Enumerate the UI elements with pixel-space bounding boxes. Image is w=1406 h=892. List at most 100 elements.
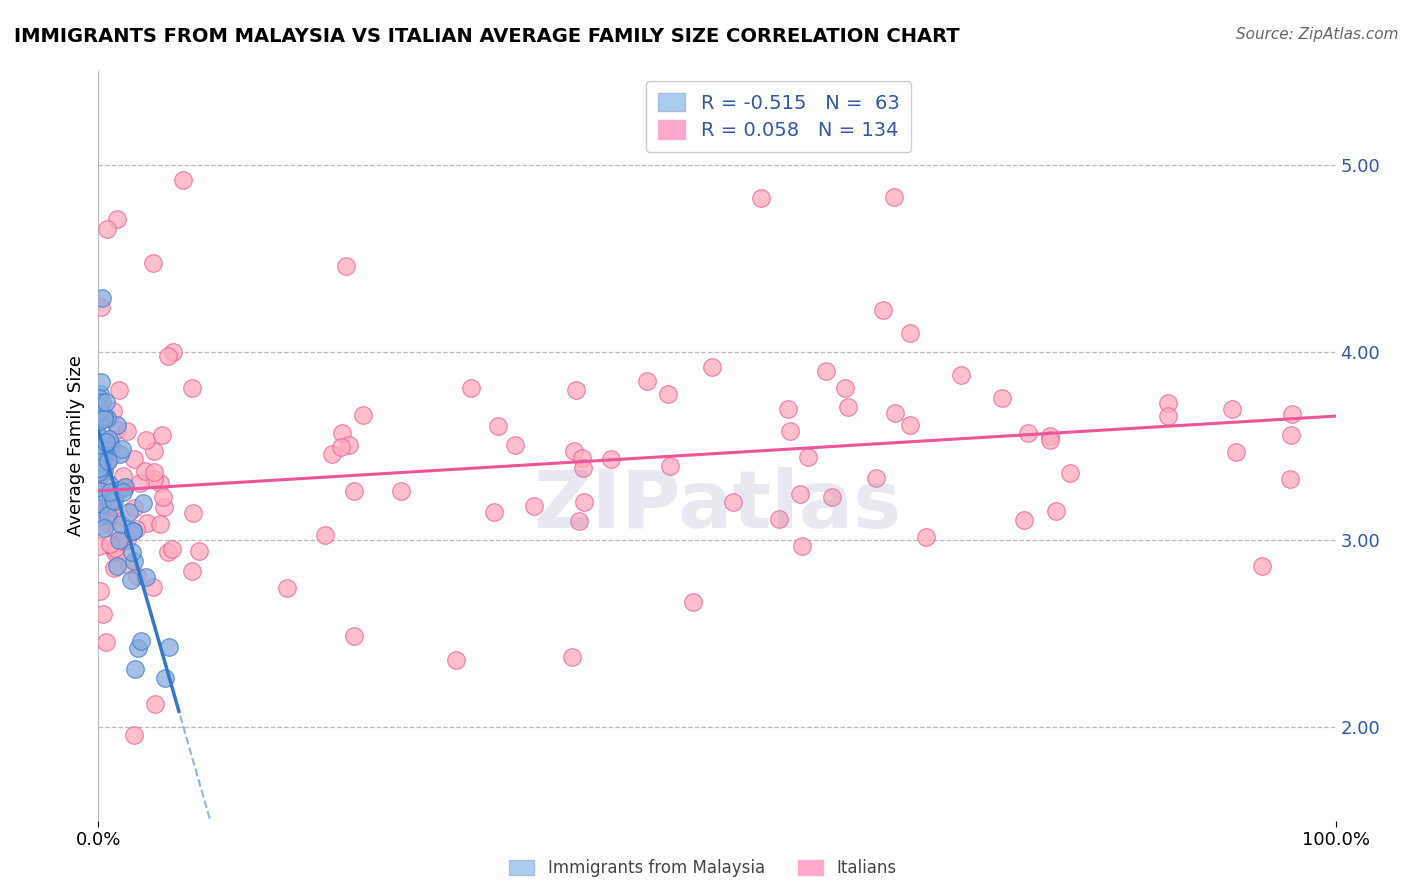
Point — [150, 427, 173, 442]
Point — [89, 456, 111, 470]
Point — [89, 415, 111, 429]
Point — [821, 490, 844, 504]
Point — [991, 392, 1014, 406]
Point — [87, 465, 110, 479]
Point — [96, 516, 118, 530]
Point — [114, 480, 136, 494]
Point — [89, 468, 111, 483]
Point — [87, 460, 110, 475]
Point — [900, 326, 922, 340]
Point — [89, 442, 111, 456]
Point — [834, 381, 856, 395]
Point — [108, 536, 131, 550]
Point — [562, 443, 585, 458]
Point — [181, 506, 204, 520]
Point — [101, 492, 124, 507]
Legend: R = -0.515   N =  63, R = 0.058   N = 134: R = -0.515 N = 63, R = 0.058 N = 134 — [647, 81, 911, 152]
Point — [121, 524, 143, 539]
Point — [107, 483, 129, 498]
Point — [1012, 513, 1035, 527]
Point — [103, 543, 125, 558]
Point — [865, 471, 887, 485]
Point — [157, 640, 180, 654]
Point — [135, 516, 157, 530]
Point — [700, 360, 723, 375]
Point — [103, 561, 125, 575]
Point — [89, 490, 111, 504]
Point — [162, 345, 184, 359]
Point — [110, 516, 132, 531]
Point — [444, 653, 467, 667]
Point — [343, 484, 366, 499]
Point — [103, 494, 125, 508]
Point — [1222, 401, 1244, 416]
Point — [600, 451, 623, 466]
Point — [96, 454, 118, 468]
Point — [128, 475, 150, 490]
Point — [149, 516, 172, 531]
Point — [90, 448, 112, 462]
Point — [790, 539, 813, 553]
Point — [389, 483, 412, 498]
Point — [91, 394, 114, 409]
Point — [124, 662, 146, 676]
Point — [111, 469, 134, 483]
Point — [797, 450, 820, 465]
Point — [98, 496, 121, 510]
Point — [103, 541, 125, 555]
Point — [87, 391, 110, 405]
Point — [90, 455, 112, 469]
Point — [789, 487, 811, 501]
Point — [112, 480, 135, 494]
Point — [93, 464, 115, 478]
Point — [657, 386, 679, 401]
Point — [723, 495, 745, 509]
Point — [93, 412, 115, 426]
Text: ZIPatlas: ZIPatlas — [533, 467, 901, 545]
Point — [153, 500, 176, 515]
Point — [122, 524, 145, 538]
Point — [883, 190, 905, 204]
Point — [91, 454, 114, 468]
Point — [96, 410, 118, 425]
Point — [94, 489, 117, 503]
Point — [108, 446, 131, 460]
Point — [97, 432, 120, 446]
Point — [115, 425, 138, 439]
Point — [337, 438, 360, 452]
Point — [949, 368, 972, 382]
Point — [142, 465, 165, 479]
Point — [89, 404, 111, 418]
Point — [343, 629, 366, 643]
Point — [89, 496, 111, 510]
Point — [108, 383, 131, 397]
Point — [98, 485, 121, 500]
Point — [104, 545, 127, 559]
Point — [572, 495, 595, 509]
Point — [105, 211, 128, 226]
Point — [105, 423, 128, 437]
Point — [121, 545, 143, 559]
Point — [115, 533, 138, 547]
Point — [122, 553, 145, 567]
Text: IMMIGRANTS FROM MALAYSIA VS ITALIAN AVERAGE FAMILY SIZE CORRELATION CHART: IMMIGRANTS FROM MALAYSIA VS ITALIAN AVER… — [14, 27, 960, 45]
Point — [460, 381, 482, 395]
Point — [105, 559, 128, 574]
Point — [568, 514, 591, 528]
Point — [523, 500, 546, 514]
Point — [90, 439, 112, 453]
Point — [1059, 466, 1081, 480]
Point — [1281, 407, 1303, 421]
Point — [314, 527, 336, 541]
Point — [93, 448, 115, 462]
Point — [1250, 558, 1272, 573]
Point — [122, 728, 145, 742]
Point — [768, 512, 790, 526]
Point — [141, 256, 163, 270]
Point — [335, 259, 357, 273]
Point — [883, 406, 905, 420]
Point — [98, 477, 121, 491]
Point — [180, 381, 202, 395]
Point — [157, 545, 180, 559]
Point — [101, 500, 124, 514]
